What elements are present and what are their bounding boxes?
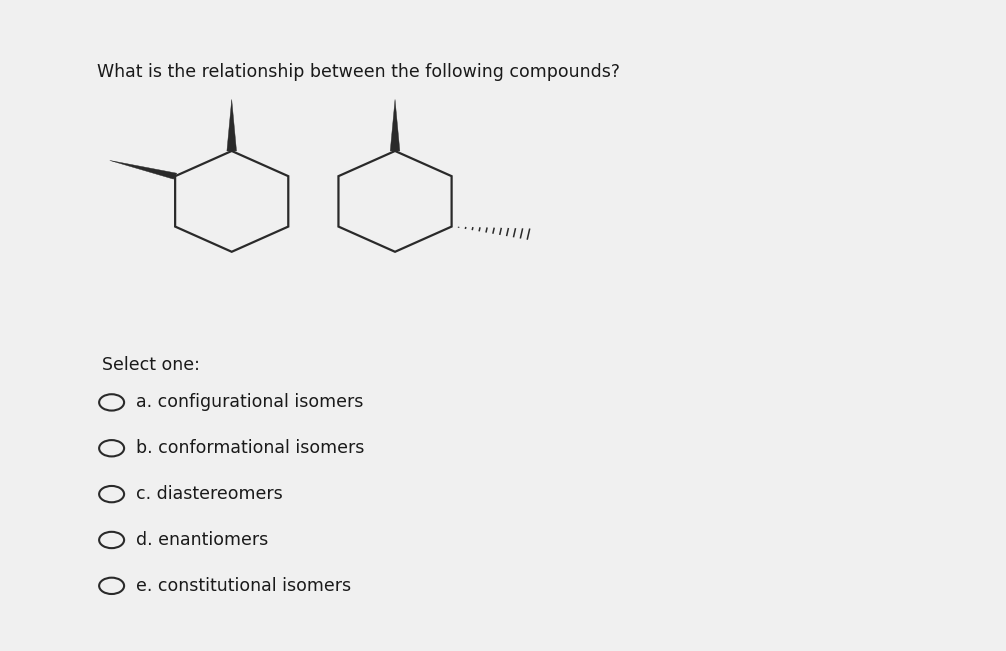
Polygon shape [227, 100, 236, 151]
Polygon shape [390, 100, 399, 151]
Text: b. conformational isomers: b. conformational isomers [136, 439, 364, 457]
Text: Select one:: Select one: [102, 355, 200, 374]
Text: What is the relationship between the following compounds?: What is the relationship between the fol… [98, 63, 621, 81]
Polygon shape [110, 160, 177, 179]
Text: a. configurational isomers: a. configurational isomers [136, 393, 363, 411]
Text: d. enantiomers: d. enantiomers [136, 531, 268, 549]
Text: c. diastereomers: c. diastereomers [136, 485, 283, 503]
Text: e. constitutional isomers: e. constitutional isomers [136, 577, 351, 595]
